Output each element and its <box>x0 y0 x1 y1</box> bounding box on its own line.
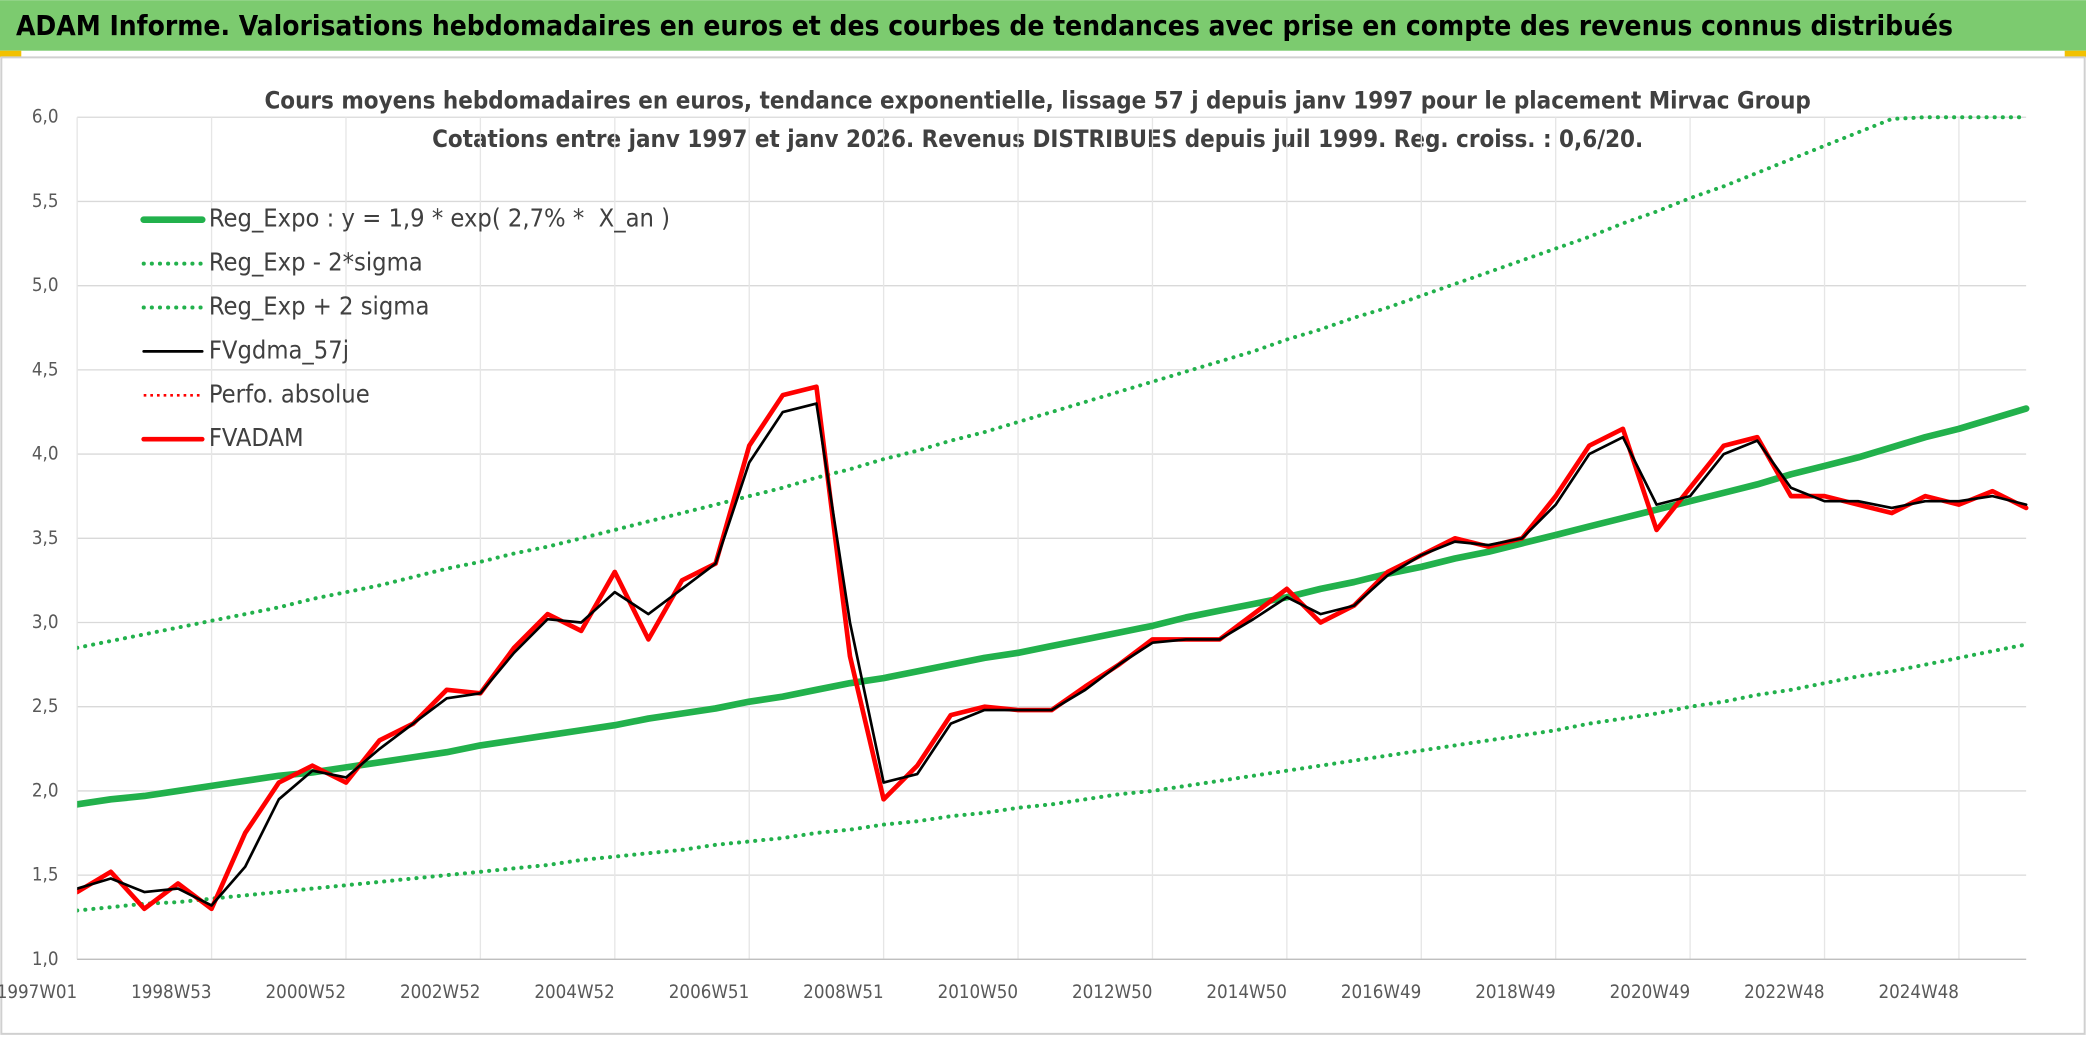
y-tick-label: 4,0 <box>32 444 59 465</box>
x-tick-label: 1998W53 <box>131 982 211 1003</box>
x-tick-label: 2006W51 <box>669 982 749 1003</box>
header-bar <box>0 0 2086 51</box>
x-tick-label: 2004W52 <box>534 982 614 1003</box>
x-tick-label: 2008W51 <box>803 982 883 1003</box>
y-tick-label: 2,5 <box>32 696 59 717</box>
x-tick-label: 1997W01 <box>0 982 77 1003</box>
chart-subtitle: Cotations entre janv 1997 et janv 2026. … <box>432 125 1643 153</box>
plot-area <box>77 115 2030 913</box>
legend-label: Perfo. absolue <box>209 379 370 408</box>
legend-label: Reg_Expo : y = 1,9 * exp( 2,7% * X_an ) <box>209 204 670 233</box>
y-tick-label: 6,0 <box>32 107 59 128</box>
x-tick-label: 2024W48 <box>1878 982 1958 1003</box>
corner-mark <box>2064 50 2086 58</box>
x-tick-label: 2012W50 <box>1072 982 1152 1003</box>
series-line <box>77 405 2030 808</box>
x-tick-label: 2000W52 <box>266 982 346 1003</box>
chart-title: Cours moyens hebdomadaires en euros, ten… <box>264 86 1810 114</box>
x-tick-label: 2010W50 <box>938 982 1018 1003</box>
x-tick-label: 2022W48 <box>1744 982 1824 1003</box>
chart-frame <box>0 56 2086 1035</box>
y-tick-label: 3,5 <box>32 528 59 549</box>
page-title: ADAM Informe. Valorisations hebdomadaire… <box>16 9 1953 42</box>
y-tick-label: 1,5 <box>32 865 59 886</box>
x-tick-label: 2020W49 <box>1610 982 1690 1003</box>
x-tick-label: 2016W49 <box>1341 982 1421 1003</box>
x-tick-label: 2002W52 <box>400 982 480 1003</box>
x-tick-label: 2014W50 <box>1206 982 1286 1003</box>
legend-label: Reg_Exp - 2*sigma <box>209 248 423 277</box>
series-line <box>77 115 2029 650</box>
corner-mark <box>0 50 22 58</box>
y-tick-label: 4,5 <box>32 359 59 380</box>
y-tick-label: 3,0 <box>32 612 59 633</box>
grid: 1,0 1,5 2,0 2,5 3,0 3,5 4,0 4,5 5,0 5,5 6,0 1997W01… <box>0 107 2027 1003</box>
legend-label: FVADAM <box>209 423 304 452</box>
y-tick-label: 5,0 <box>32 275 59 296</box>
legend: Reg_Expo : y = 1,9 * exp( 2,7% * X_an ) R… <box>140 204 670 452</box>
legend-label: FVgdma_57j <box>209 335 349 364</box>
y-tick-label: 5,5 <box>32 191 59 212</box>
legend-label: Reg_Exp + 2 sigma <box>209 291 430 320</box>
x-tick-label: 2018W49 <box>1475 982 1555 1003</box>
y-tick-label: 1,0 <box>32 949 59 970</box>
series-line <box>77 402 2028 907</box>
y-tick-label: 2,0 <box>32 780 59 801</box>
series-line <box>77 642 2029 913</box>
